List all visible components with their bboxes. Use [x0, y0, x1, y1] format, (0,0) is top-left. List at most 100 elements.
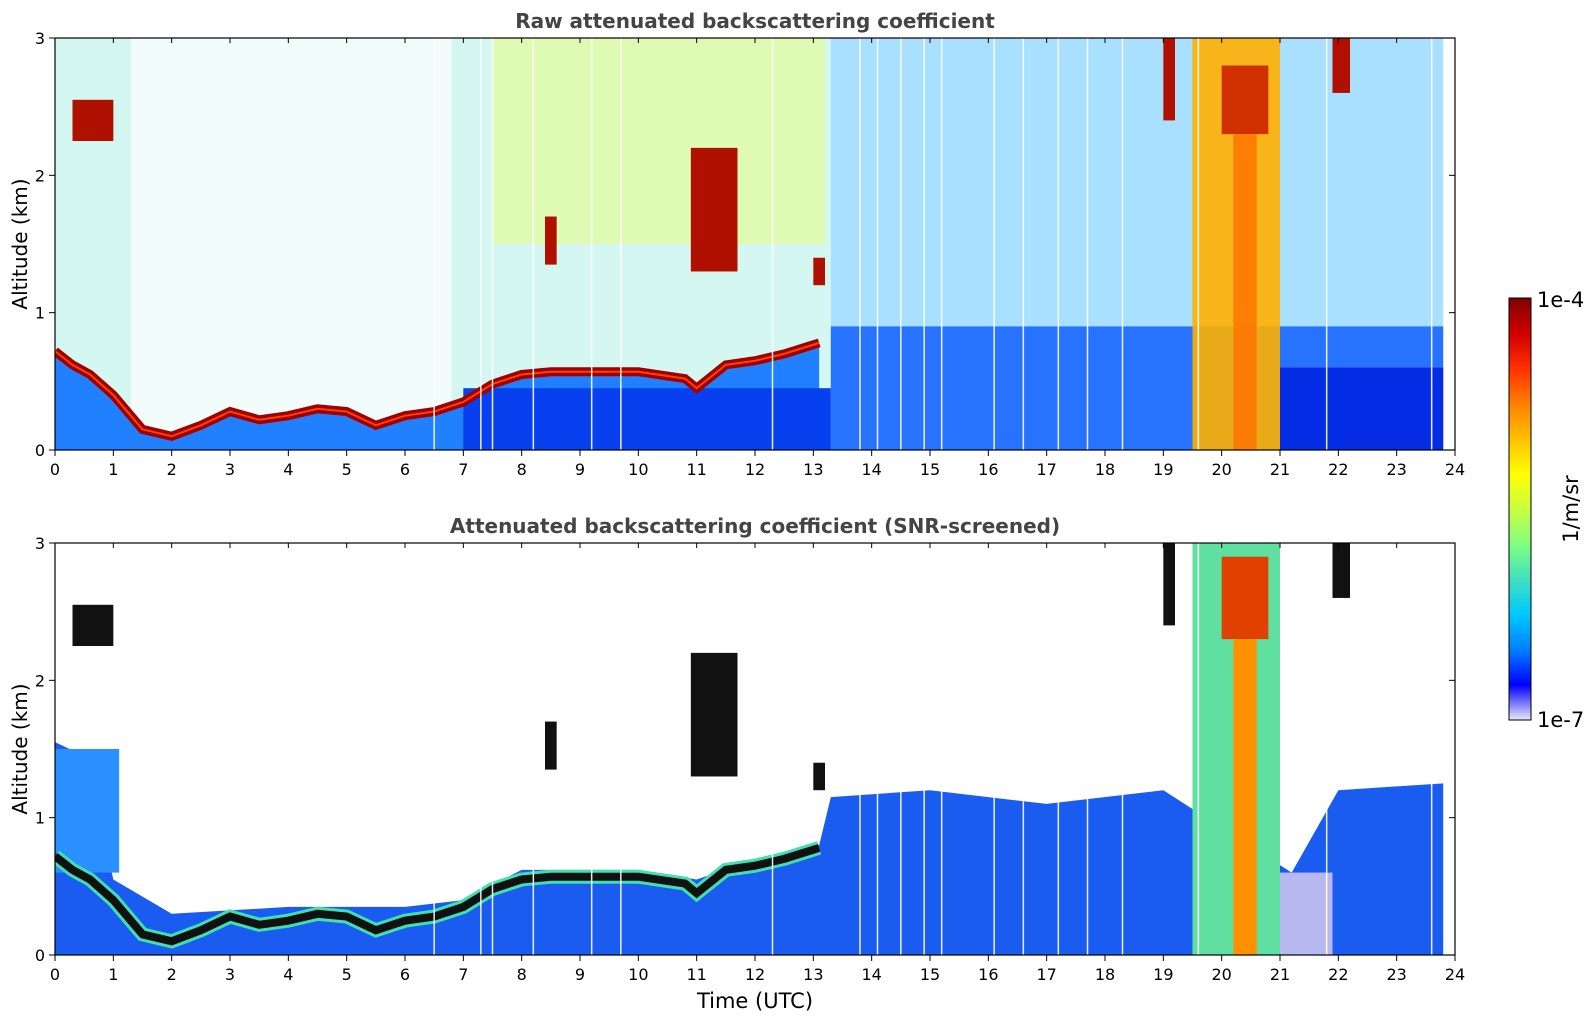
panel-screened: Attenuated backscattering coefficient (S… [8, 514, 1465, 1013]
colorbar-label: 1/m/sr [1559, 475, 1583, 543]
x-tick-label: 24 [1445, 965, 1465, 984]
panel-raw: Raw attenuated backscattering coefficien… [8, 9, 1465, 479]
x-tick-label: 0 [50, 460, 60, 479]
x-tick-label: 11 [686, 965, 706, 984]
cloud-feature [813, 257, 825, 286]
cloud-feature [1163, 38, 1175, 121]
x-tick-label: 23 [1386, 460, 1406, 479]
boundary-layer-lower [463, 388, 831, 450]
x-tick-label: 13 [803, 460, 823, 479]
x-tick-label: 17 [1036, 965, 1056, 984]
y-tick-label: 1 [35, 304, 45, 323]
x-tick-label: 19 [1153, 965, 1173, 984]
panel-screened-y-label: Altitude (km) [8, 683, 32, 814]
cloud-feature [545, 216, 557, 265]
screened-cloud-feature [1163, 543, 1175, 626]
x-tick-label: 24 [1445, 460, 1465, 479]
x-tick-label: 6 [400, 965, 410, 984]
y-tick-label: 3 [35, 534, 45, 553]
colorbar-bar [1508, 297, 1532, 721]
x-tick-label: 11 [686, 460, 706, 479]
x-tick-label: 22 [1328, 460, 1348, 479]
panel-raw-heatmap [55, 38, 1455, 450]
screened-cloud-feature [1332, 543, 1350, 598]
cloud-core [1221, 65, 1269, 135]
x-tick-label: 9 [575, 460, 585, 479]
noise-clear-region [130, 38, 452, 450]
x-tick-label: 20 [1211, 460, 1231, 479]
x-tick-label: 8 [517, 460, 527, 479]
x-tick-label: 20 [1211, 965, 1231, 984]
screened-rain-shaft [1233, 639, 1257, 955]
x-tick-label: 21 [1270, 965, 1290, 984]
x-tick-label: 1 [108, 460, 118, 479]
x-tick-label: 12 [745, 460, 765, 479]
panel-raw-x-axis: 0 1 2 3 4 5 6 7 8 9 10 11 12 13 14 15 16 17 18 19 20 21 22 23 24 [50, 38, 1465, 479]
screened-cloud-feature [72, 604, 114, 646]
panel-screened-heatmap [55, 543, 1455, 955]
x-tick-label: 18 [1095, 460, 1115, 479]
rain-shaft [1233, 134, 1257, 450]
y-tick-label: 0 [35, 441, 45, 460]
x-tick-label: 2 [167, 965, 177, 984]
x-tick-label: 5 [342, 460, 352, 479]
x-tick-label: 10 [628, 460, 648, 479]
x-tick-label: 3 [225, 965, 235, 984]
noise-region-late-low [1280, 367, 1444, 450]
y-tick-label: 1 [35, 809, 45, 828]
x-tick-label: 12 [745, 965, 765, 984]
x-tick-label: 16 [978, 460, 998, 479]
boundary-layer-top-core [55, 341, 820, 438]
x-tick-label: 15 [920, 460, 940, 479]
y-tick-label: 2 [35, 166, 45, 185]
x-tick-label: 1 [108, 965, 118, 984]
x-tick-label: 3 [225, 460, 235, 479]
y-tick-label: 3 [35, 29, 45, 48]
x-tick-label: 15 [920, 965, 940, 984]
x-tick-label: 8 [517, 965, 527, 984]
x-tick-label: 14 [861, 460, 881, 479]
screened-bl-top-line [55, 844, 821, 946]
x-tick-label: 21 [1270, 460, 1290, 479]
colorbar-min-label: 1e-7 [1537, 708, 1584, 732]
panel-screened-title: Attenuated backscattering coefficient (S… [450, 514, 1060, 538]
x-tick-label: 4 [283, 965, 293, 984]
x-tick-label: 18 [1095, 965, 1115, 984]
panel-raw-y-axis: 0 1 2 3 [35, 29, 1455, 460]
screened-early-layer [55, 749, 120, 873]
x-tick-label: 23 [1386, 965, 1406, 984]
x-tick-label: 22 [1328, 965, 1348, 984]
x-tick-label: 19 [1153, 460, 1173, 479]
screened-cloud-feature [690, 652, 738, 777]
x-tick-label: 7 [458, 965, 468, 984]
x-tick-label: 13 [803, 965, 823, 984]
colorbar-max-label: 1e-4 [1537, 288, 1584, 312]
y-tick-label: 2 [35, 671, 45, 690]
panel-screened-x-axis: 0 1 2 3 4 5 6 7 8 9 10 11 12 13 14 15 16 17 18 19 20 21 22 23 24 [50, 543, 1465, 984]
panel-screened-x-label: Time (UTC) [696, 989, 813, 1013]
panel-screened-y-axis: 0 1 2 3 [35, 534, 1455, 965]
screened-weak-region [1280, 872, 1333, 955]
noise-region-upper [492, 38, 825, 244]
cloud-feature [690, 147, 738, 272]
panel-raw-title: Raw attenuated backscattering coefficien… [515, 9, 995, 33]
screened-signal-area [55, 742, 1444, 955]
x-tick-label: 14 [861, 965, 881, 984]
screened-cloud-feature [545, 721, 557, 770]
screened-cloud-feature [813, 762, 825, 791]
cloud-feature [1332, 38, 1350, 93]
x-tick-label: 0 [50, 965, 60, 984]
screened-cloud-core [1221, 556, 1269, 640]
x-tick-label: 5 [342, 965, 352, 984]
x-tick-label: 10 [628, 965, 648, 984]
x-tick-label: 7 [458, 460, 468, 479]
no-data-region [1443, 38, 1455, 450]
x-tick-label: 2 [167, 460, 177, 479]
x-tick-label: 16 [978, 965, 998, 984]
colorbar: 1e-4 1e-7 1/m/sr [1508, 288, 1584, 732]
x-tick-label: 9 [575, 965, 585, 984]
cloud-feature [72, 99, 114, 141]
y-tick-label: 0 [35, 946, 45, 965]
x-tick-label: 6 [400, 460, 410, 479]
